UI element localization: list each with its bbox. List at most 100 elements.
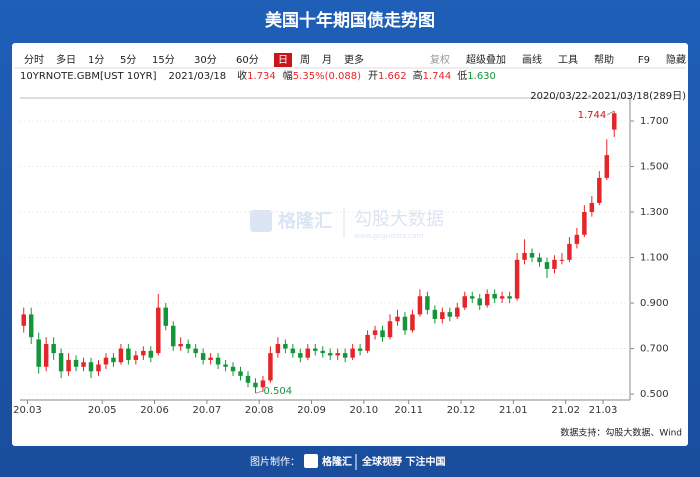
candle-body [447,312,453,317]
candle-body [380,330,385,338]
candle-body [58,353,64,372]
candle-body [185,344,191,349]
candle-body [238,371,243,376]
toolbar-item[interactable]: 15分 [152,54,175,66]
info-change: 5.35%(0.088) [293,71,361,82]
candle-body [223,364,228,367]
x-tick-label: 21.01 [499,405,528,416]
candle-body [215,357,221,365]
candle-body [313,348,318,351]
toolbar-item[interactable]: 60分 [236,54,259,66]
info-close-label: 收 [237,69,247,82]
x-tick-label: 20.07 [193,405,222,416]
info-row: 10YRNOTE.GBM[UST 10YR] 2021/03/18 收1.734 幅5… [20,69,496,82]
y-tick-label: 1.100 [640,253,669,264]
footer-logo [304,454,318,468]
toolbar-item[interactable]: 工具 [558,54,578,66]
candle-body [290,348,296,354]
info-low: 1.630 [467,71,496,82]
candle-body [432,309,438,319]
x-tick-label: 20.11 [394,405,423,416]
toolbar-item[interactable]: 30分 [194,54,217,66]
candle-body [178,344,183,347]
watermark-brand: 格隆汇 [278,210,332,232]
toolbar-item[interactable]: 月 [322,54,332,66]
info-open: 1.662 [378,71,407,82]
candle-body [283,344,288,349]
candle-body [529,252,535,258]
candle-body [66,359,71,372]
max-annotation: 1.744 [578,110,607,121]
candle-body [88,362,94,372]
candle-body [156,307,161,354]
candle-body [103,357,109,365]
toolbar-item[interactable]: 超级叠加 [466,53,506,66]
candle-body [537,257,542,263]
candle-body [455,307,460,317]
watermark: 格隆汇 勾股大数据 www.gogudata.com [250,208,444,240]
candle-body [425,296,430,310]
toolbar-item[interactable]: 更多 [344,53,364,66]
info-change-label: 幅 [283,69,293,82]
candle-body [148,350,154,358]
toolbar-item[interactable]: 隐藏 [666,54,686,66]
footer-made-by: 图片制作： [250,455,300,468]
watermark-url: www.gogudata.com [354,232,423,240]
candle-body [559,259,565,261]
candle-body [298,353,303,358]
x-tick-label: 20.03 [13,405,42,416]
toolbar-item[interactable]: 画线 [522,53,542,66]
chart-title: 美国十年期国债走势图 [265,10,435,31]
info-low-label: 低 [457,69,467,82]
candle-body [514,259,520,299]
candle-body [342,353,348,358]
toolbar-item[interactable]: 帮助 [594,53,614,66]
toolbar-item[interactable]: F9 [638,55,650,66]
candle-body [320,350,325,354]
candle-body [193,348,198,354]
toolbar-item[interactable]: 5分 [120,54,136,66]
footer-slogan: 全球视野 下注中国 [361,455,445,468]
y-tick-label: 0.700 [640,344,669,355]
candle-body [604,155,610,178]
toolbar-item[interactable]: 复权 [430,53,450,66]
candle-body [410,314,415,331]
candle-body [402,316,408,331]
info-open-label: 开 [368,71,378,82]
candle-body [118,348,124,363]
candle-body [552,259,557,269]
candle-body [36,339,41,367]
watermark-gogu: 勾股大数据 [354,209,444,230]
candle-body [81,362,86,367]
toolbar-item[interactable]: 日 [278,55,288,66]
min-pointer [255,390,263,394]
candle-body [163,307,169,326]
candle-body [170,325,176,347]
toolbar-item[interactable]: 分时 [24,54,44,66]
candle-body [335,353,340,356]
candle-body [544,262,550,269]
candle-body [507,296,512,299]
candle-body [574,234,580,244]
candle-body [200,353,206,360]
y-tick-label: 0.900 [640,298,669,309]
candle-body [567,243,572,260]
candle-body [327,353,333,356]
info-date: 2021/03/18 [169,71,227,82]
candle-body [245,375,251,383]
candle-body [589,202,595,213]
candle-body [582,212,587,235]
candle-body [522,252,527,260]
toolbar-item[interactable]: 多日 [56,53,76,66]
watermark-logo [250,210,272,232]
toolbar-item[interactable]: 周 [300,54,310,66]
candle-body [350,348,355,358]
candle-body [275,344,281,354]
toolbar-item[interactable]: 1分 [88,54,104,66]
x-tick-label: 21.02 [551,405,580,416]
x-tick-label: 20.09 [297,405,326,416]
candle-body [469,296,475,299]
candle-body [484,293,490,306]
